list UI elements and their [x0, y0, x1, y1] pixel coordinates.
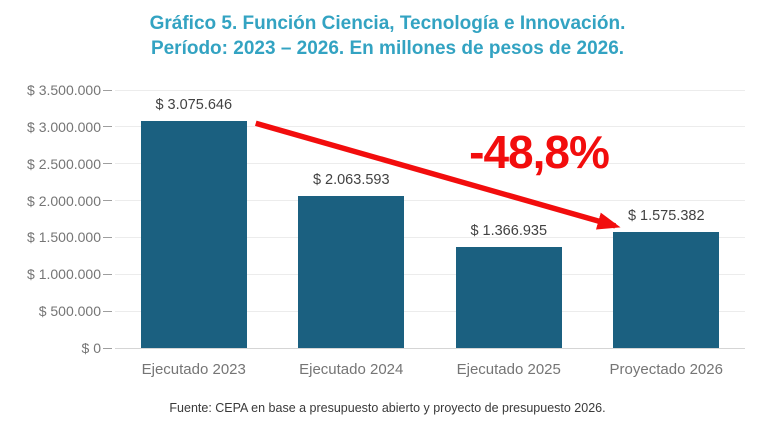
source-note: Fuente: CEPA en base a presupuesto abier… [169, 401, 606, 415]
y-axis-tick [103, 200, 112, 202]
y-axis-tick [103, 310, 112, 312]
bar-ejecutado-2024 [298, 195, 405, 348]
x-axis-category-label: Ejecutado 2025 [456, 361, 561, 378]
y-axis-tick-label: $ 3.500.000 [27, 82, 101, 98]
x-axis-baseline [115, 347, 745, 349]
gridline [115, 89, 745, 91]
bar-value-label: $ 2.063.593 [312, 171, 390, 188]
y-axis-tick [103, 273, 112, 275]
y-axis-tick [103, 126, 112, 128]
y-axis-tick-label: $ 2.500.000 [27, 155, 101, 172]
bar-ejecutado-2025 [455, 247, 562, 348]
x-axis-category-label: Ejecutado 2023 [141, 361, 246, 378]
y-axis-tick [103, 236, 112, 238]
gridline [115, 236, 745, 238]
bar-ejecutado-2023 [140, 121, 247, 348]
bar-value-label: $ 3.075.646 [155, 97, 233, 114]
plot-area: -48,8% $ 0 $ 500.000 $ 1.000.000 $ 1.500.00… [27, 82, 745, 378]
y-axis-tick-label: $ 3.000.000 [27, 118, 101, 135]
bar-value-label: $ 1.575.382 [627, 207, 705, 224]
chart-title-line1: Gráfico 5. Función Ciencia, Tecnología e… [149, 13, 626, 34]
bar-value-label: $ 1.366.935 [470, 223, 548, 240]
bar-proyectado-2026 [613, 231, 720, 348]
percent-change-annotation: -48,8% [469, 126, 610, 178]
gridline [115, 310, 745, 312]
y-axis-tick [103, 89, 112, 91]
y-axis-tick-label: $ 2.000.000 [27, 192, 101, 209]
y-axis-tick [103, 347, 112, 349]
y-axis-tick-label: $ 1.500.000 [27, 229, 101, 246]
y-axis-tick-label: $ 500.000 [38, 303, 101, 320]
y-axis-tick-label: $ 0 [81, 340, 101, 356]
x-axis-category-label: Proyectado 2026 [609, 361, 723, 378]
chart-title: Gráfico 5. Función Ciencia, Tecnología e… [0, 11, 775, 61]
y-axis-tick-label: $ 1.000.000 [27, 266, 101, 283]
y-axis-tick [103, 163, 112, 165]
gridline [115, 273, 745, 275]
chart-title-line2: Período: 2023 – 2026. En millones de pes… [150, 38, 625, 59]
x-axis-category-label: Ejecutado 2024 [299, 361, 404, 378]
